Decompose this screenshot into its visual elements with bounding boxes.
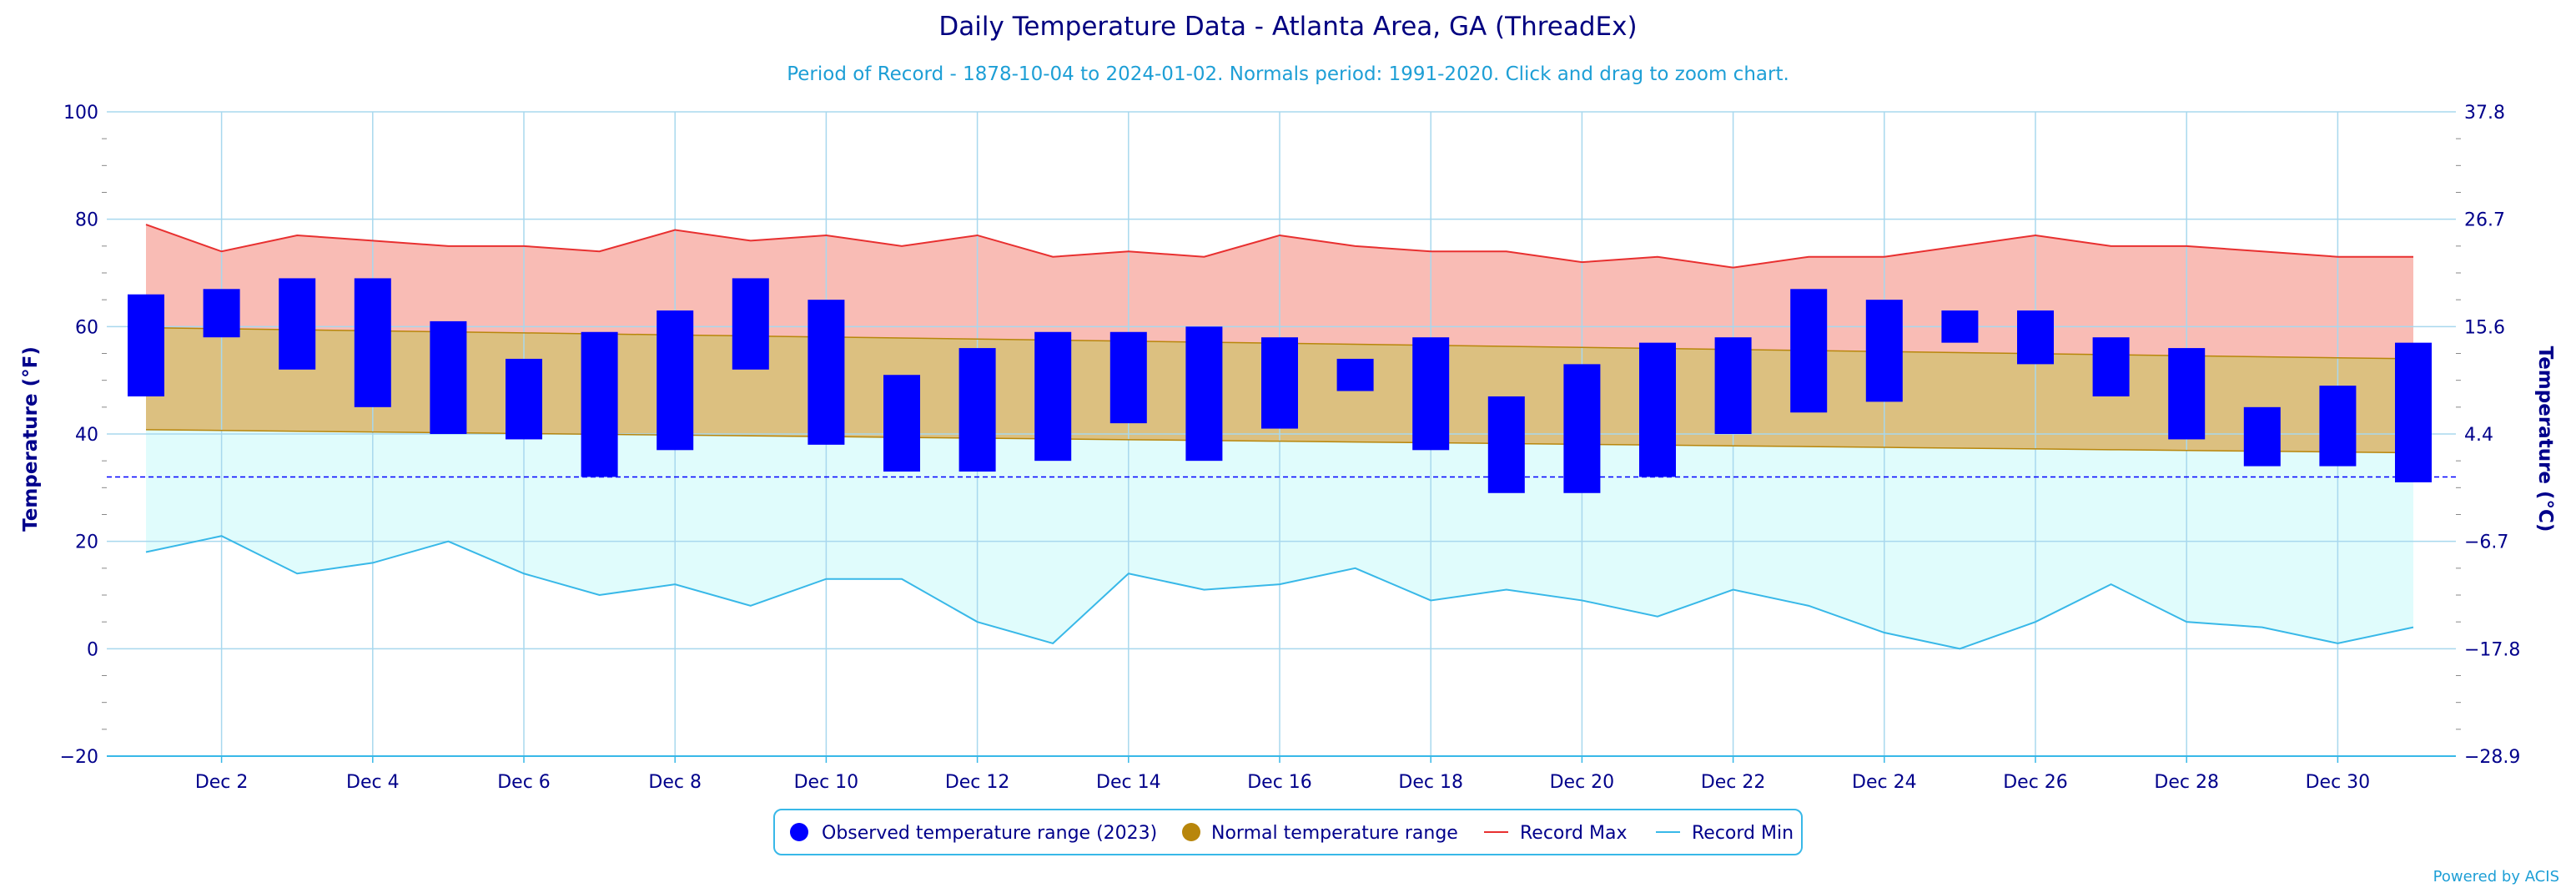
y-tick-label-right: 15.6 <box>2464 317 2505 338</box>
x-tick-label: Dec 22 <box>1701 772 1766 793</box>
legend-item-observed[interactable]: Observed temperature range (2023) <box>790 823 1157 844</box>
legend-normal-marker <box>1182 823 1200 841</box>
y-tick-label-right: 37.8 <box>2464 103 2505 124</box>
observed-bar-dec-30[interactable] <box>2319 386 2357 467</box>
observed-bar-dec-15[interactable] <box>1185 326 1223 462</box>
x-tick-label: Dec 14 <box>1096 772 1161 793</box>
x-tick-label: Dec 16 <box>1247 772 1312 793</box>
legend-observed-marker <box>790 823 808 841</box>
observed-bar-dec-28[interactable] <box>2168 348 2206 440</box>
observed-bar-dec-31[interactable] <box>2395 342 2432 482</box>
y-tick-label-left: −20 <box>60 747 98 768</box>
observed-bar-dec-2[interactable] <box>203 289 240 338</box>
y-tick-label-left: 40 <box>75 425 98 446</box>
y-tick-label-right: −6.7 <box>2464 532 2508 553</box>
x-tick-label: Dec 10 <box>794 772 859 793</box>
y-tick-label-left: 100 <box>63 103 98 124</box>
y-tick-label-right: 26.7 <box>2464 210 2505 231</box>
legend-item-normal[interactable]: Normal temperature range <box>1182 823 1458 844</box>
observed-bar-dec-11[interactable] <box>883 375 920 472</box>
observed-bar-dec-13[interactable] <box>1034 331 1072 462</box>
x-tick-label: Dec 20 <box>1550 772 1615 793</box>
observed-bar-dec-12[interactable] <box>958 348 996 472</box>
legend-item-record-min[interactable]: Record Min <box>1656 823 1794 844</box>
chart-title: Daily Temperature Data - Atlanta Area, G… <box>938 12 1637 42</box>
y-tick-label-right: 4.4 <box>2464 425 2493 446</box>
observed-bar-dec-24[interactable] <box>1865 300 1903 402</box>
observed-bar-dec-4[interactable] <box>354 278 391 407</box>
y-tick-label-right: −28.9 <box>2464 747 2520 768</box>
x-tick-label: Dec 28 <box>2154 772 2219 793</box>
observed-bar-dec-29[interactable] <box>2243 406 2281 467</box>
x-tick-label: Dec 8 <box>648 772 702 793</box>
y-tick-label-left: 20 <box>75 532 98 553</box>
x-tick-label: Dec 6 <box>497 772 551 793</box>
x-tick-label: Dec 2 <box>195 772 249 793</box>
observed-bar-dec-19[interactable] <box>1487 396 1525 493</box>
legend-record-min-label: Record Min <box>1692 823 1794 844</box>
observed-bar-dec-10[interactable] <box>808 300 845 445</box>
observed-bar-dec-9[interactable] <box>732 278 769 370</box>
observed-bar-dec-18[interactable] <box>1412 337 1450 451</box>
observed-bar-dec-20[interactable] <box>1563 364 1601 493</box>
legend: Observed temperature range (2023) Normal… <box>773 809 1803 855</box>
observed-bar-dec-25[interactable] <box>1941 310 1979 343</box>
observed-bar-dec-3[interactable] <box>279 278 316 370</box>
observed-bar-dec-21[interactable] <box>1639 342 1676 477</box>
observed-bar-dec-23[interactable] <box>1790 289 1828 413</box>
x-tick-label: Dec 4 <box>346 772 400 793</box>
y-tick-label-left: 80 <box>75 210 98 231</box>
y-axis-label-right: Temperature (°C) <box>2534 346 2556 532</box>
y-axis-label-left: Temperature (°F) <box>20 346 42 532</box>
observed-bar-dec-6[interactable] <box>506 358 542 440</box>
y-tick-label-left: 60 <box>75 317 98 338</box>
legend-observed-label: Observed temperature range (2023) <box>822 823 1157 844</box>
x-tick-label: Dec 12 <box>945 772 1010 793</box>
legend-normal-label: Normal temperature range <box>1211 823 1458 844</box>
observed-bar-dec-16[interactable] <box>1261 337 1298 429</box>
observed-bar-dec-14[interactable] <box>1109 331 1147 424</box>
observed-bar-dec-1[interactable] <box>128 294 164 396</box>
record-max-line[interactable] <box>145 224 2413 269</box>
y-tick-label-left: 0 <box>87 639 98 660</box>
record-min-line[interactable] <box>145 535 2414 650</box>
credit-link[interactable]: Powered by ACIS <box>2433 868 2559 885</box>
legend-box <box>773 809 1803 855</box>
x-tick-label: Dec 26 <box>2003 772 2068 793</box>
observed-bar-dec-7[interactable] <box>581 331 618 477</box>
legend-record-max-label: Record Max <box>1520 823 1628 844</box>
observed-bar-dec-17[interactable] <box>1336 358 1374 391</box>
legend-item-record-max[interactable]: Record Max <box>1484 823 1628 844</box>
observed-bar-dec-26[interactable] <box>2017 310 2054 365</box>
observed-bar-dec-5[interactable] <box>430 320 467 434</box>
observed-bar-dec-8[interactable] <box>657 310 694 451</box>
chart-subtitle: Period of Record - 1878-10-04 to 2024-01… <box>787 63 1789 85</box>
observed-bar-dec-27[interactable] <box>2092 337 2130 396</box>
x-tick-label: Dec 18 <box>1398 772 1463 793</box>
x-tick-label: Dec 24 <box>1852 772 1917 793</box>
x-tick-label: Dec 30 <box>2306 772 2371 793</box>
y-tick-label-right: −17.8 <box>2464 639 2520 660</box>
observed-bar-dec-22[interactable] <box>1714 337 1752 434</box>
